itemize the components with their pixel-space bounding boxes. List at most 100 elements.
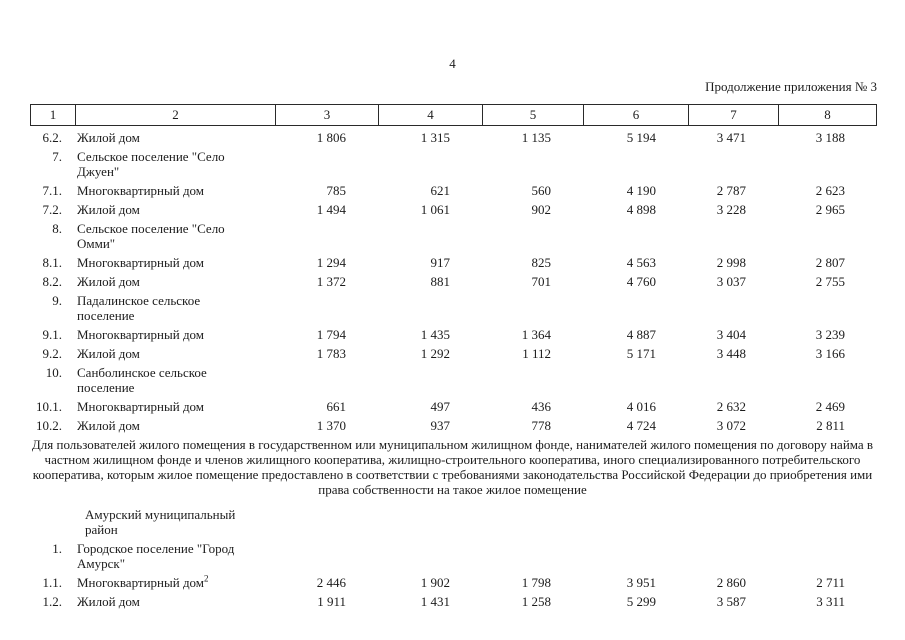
value-cell: [583, 541, 688, 571]
value-cell: 1 783: [316, 346, 346, 361]
value-cell: 5 194: [626, 130, 656, 145]
value-cell: 4 563: [626, 255, 656, 270]
row-number: 9.2.: [42, 346, 63, 361]
value-cell: [778, 149, 877, 179]
value-cell: 701: [531, 274, 552, 289]
value-cell: 4 724: [626, 418, 656, 433]
value-cell: 3 188: [815, 130, 845, 145]
value-cell: 2 807: [815, 255, 845, 270]
column-header: 8: [778, 104, 877, 126]
table-row: 8.1. Многоквартирный дом 1 294 917 825 4…: [30, 255, 877, 270]
row-name: Жилой дом: [77, 202, 140, 217]
value-cell: 1 292: [420, 346, 450, 361]
table-row: 6.2. Жилой дом 1 806 1 315 1 135 5 194 3…: [30, 130, 877, 145]
value-cell: [688, 293, 778, 323]
row-name: Жилой дом: [75, 594, 275, 609]
tariff-table-2: Амурский муниципальный район 1. Городско…: [30, 507, 877, 609]
row-name: Многоквартирный дом: [77, 399, 205, 414]
value-cell: 2 711: [816, 575, 845, 590]
value-cell: [275, 541, 378, 571]
value-cell: [378, 149, 482, 179]
value-cell: 3 471: [716, 130, 746, 145]
value-cell: 2 755: [815, 274, 845, 289]
row-name: Жилой дом: [77, 274, 140, 289]
row-number: 10.2.: [36, 418, 62, 433]
value-cell: 785: [326, 183, 347, 198]
table-row: 9.2. Жилой дом 1 783 1 292 1 112 5 171 3…: [30, 346, 877, 361]
value-cell: [688, 541, 778, 571]
table-row: 10.2. Жилой дом 1 370 937 778 4 724 3 07…: [30, 418, 877, 433]
value-cell: 1 431: [420, 594, 450, 609]
value-cell: 621: [430, 183, 451, 198]
value-cell: 2 787: [716, 183, 746, 198]
value-cell: 778: [531, 418, 552, 433]
table-row: 7.1. Многоквартирный дом 785 621 560 4 1…: [30, 183, 877, 198]
value-cell: 2 965: [815, 202, 845, 217]
value-cell: 3 072: [716, 418, 746, 433]
row-number: 8.2.: [42, 274, 63, 289]
row-name: Жилой дом: [77, 418, 140, 433]
value-cell: 3 311: [816, 594, 845, 609]
row-number: 8.: [52, 221, 62, 236]
value-cell: [482, 149, 583, 179]
value-cell: [378, 541, 482, 571]
value-cell: [583, 365, 688, 395]
row-name: Многоквартирный дом: [77, 327, 205, 342]
table-row: 1. Городское поселение "Город Амурск": [30, 541, 877, 571]
region-row: Амурский муниципальный район: [30, 507, 877, 537]
column-header: 4: [378, 104, 482, 126]
row-number: 1.1.: [42, 575, 63, 590]
value-cell: [778, 221, 877, 251]
value-cell: 1 372: [316, 274, 346, 289]
value-cell: 1 806: [316, 130, 346, 145]
row-name: Многоквартирный дом: [77, 255, 205, 270]
appendix-continuation-label: Продолжение приложения № 3: [705, 79, 877, 94]
row-number: 7.: [52, 149, 62, 164]
value-cell: 1 435: [420, 327, 450, 342]
value-cell: 2 446: [316, 575, 346, 590]
row-number: 1.: [52, 541, 62, 556]
table-row: 7. Сельское поселение "Село Джуен": [30, 149, 877, 179]
value-cell: 1 315: [420, 130, 450, 145]
value-cell: [688, 221, 778, 251]
value-cell: [482, 541, 583, 571]
table-row: 9. Падалинское сельское поселение: [30, 293, 877, 323]
value-cell: 1 911: [317, 594, 346, 609]
value-cell: 3 404: [716, 327, 746, 342]
row-number: 6.2.: [42, 130, 63, 145]
value-cell: [378, 365, 482, 395]
note-paragraph: Для пользователей жилого помещения в гос…: [31, 437, 874, 497]
value-cell: 3 228: [716, 202, 746, 217]
value-cell: 1 794: [316, 327, 346, 342]
value-cell: [583, 221, 688, 251]
value-cell: 661: [326, 399, 347, 414]
value-cell: [275, 365, 378, 395]
row-name-text: Городское поселение "Город Амурск": [77, 541, 235, 571]
table-row: 8.2. Жилой дом 1 372 881 701 4 760 3 037…: [30, 274, 877, 289]
value-cell: 1 258: [521, 594, 551, 609]
table-column-numbers-row: 1 2 3 4 5 6 7 8: [30, 104, 877, 126]
row-number: [30, 507, 75, 537]
table-row: 7.2. Жилой дом 1 494 1 061 902 4 898 3 2…: [30, 202, 877, 217]
page-number: 4: [449, 56, 456, 71]
table-row: 1.2. Жилой дом 1 911 1 431 1 258 5 299 3…: [30, 594, 877, 609]
value-cell: 497: [430, 399, 451, 414]
table2-body: 1. Городское поселение "Город Амурск" 1.…: [30, 541, 877, 609]
value-cell: 4 898: [626, 202, 656, 217]
table-body: 6.2. Жилой дом 1 806 1 315 1 135 5 194 3…: [30, 130, 877, 433]
value-cell: 3 951: [626, 575, 656, 590]
table-row: 1.1. Многоквартирный дом2 2 446 1 902 1 …: [30, 574, 877, 590]
value-cell: 1 370: [316, 418, 346, 433]
row-name: Жилой дом: [77, 130, 140, 145]
value-cell: 1 294: [316, 255, 346, 270]
row-name: Падалинское сельское поселение: [77, 293, 201, 323]
column-header: 7: [688, 104, 778, 126]
value-cell: 1 798: [521, 575, 551, 590]
row-name: Многоквартирный дом2: [75, 574, 275, 590]
row-name: Санболинское сельское поселение: [77, 365, 207, 395]
value-cell: [378, 293, 482, 323]
value-cell: 2 469: [815, 399, 845, 414]
value-cell: [778, 365, 877, 395]
row-number: 9.1.: [42, 327, 63, 342]
table-row: 8. Сельское поселение "Село Омми": [30, 221, 877, 251]
